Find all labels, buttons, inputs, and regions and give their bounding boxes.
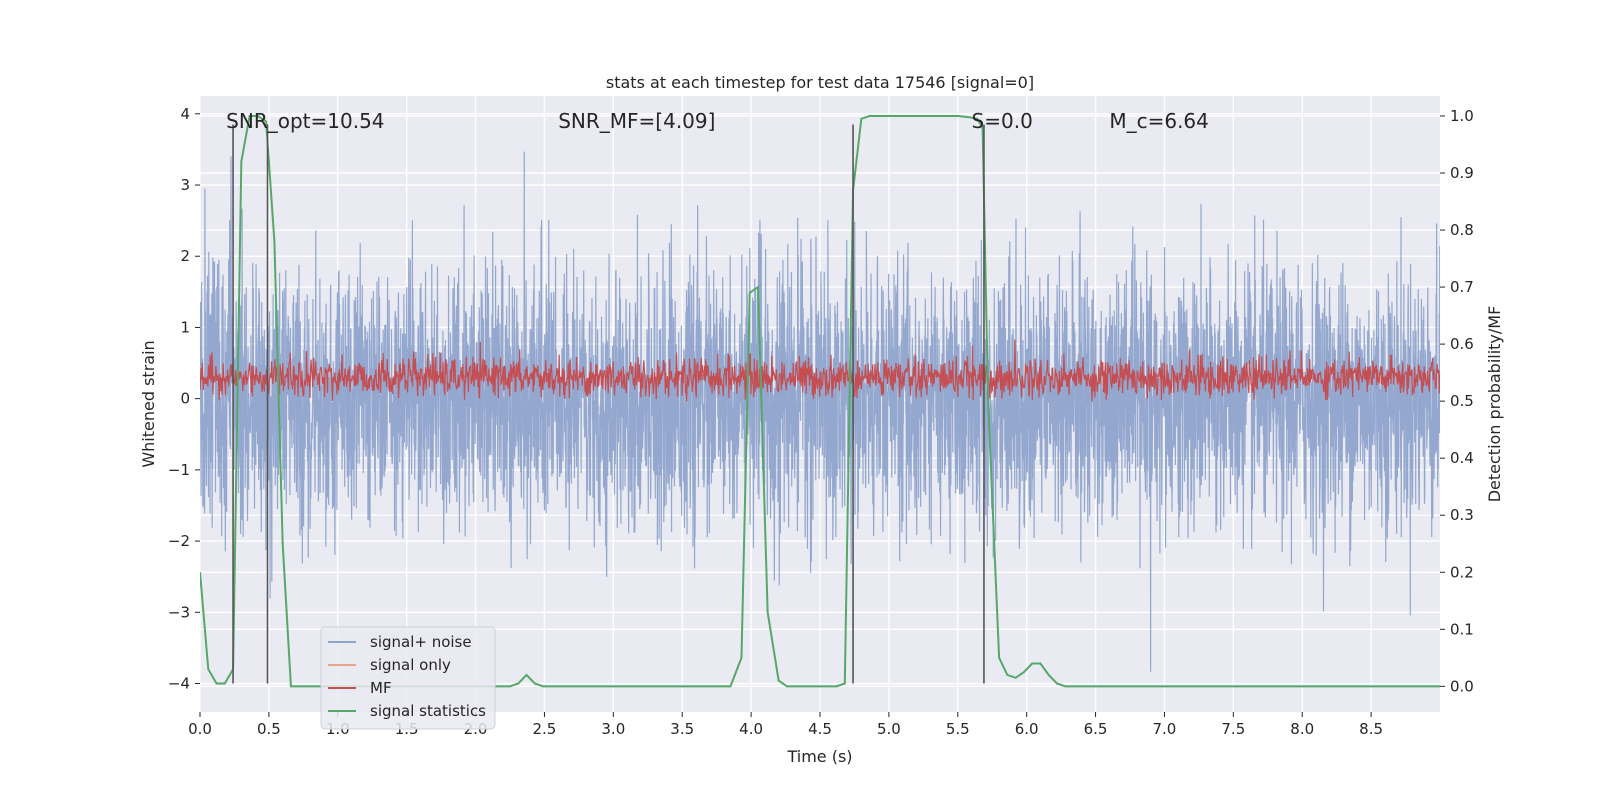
annotation-mc-value: M_c=6.64: [1109, 109, 1209, 133]
x-tick-label: 7.0: [1153, 720, 1177, 738]
y-axis-left-label: Whitened strain: [139, 340, 158, 467]
y-left-tick-label: −1: [168, 461, 190, 479]
legend: signal+ noise signal only MF signal statist…: [320, 626, 496, 730]
y-right-tick-label: 0.7: [1450, 278, 1474, 296]
y-right-tick-label: 1.0: [1450, 107, 1474, 125]
series-mf-line: [200, 339, 1440, 402]
x-tick-label: 0.0: [188, 720, 212, 738]
vertical-lines: [232, 124, 985, 684]
y-left-tick-label: −2: [168, 532, 190, 550]
chart-title: stats at each timestep for test data 175…: [606, 73, 1034, 92]
legend-label: signal only: [370, 656, 451, 674]
annotations: SNR_opt=10.54 SNR_MF=[4.09] S=0.0 M_c=6.64: [226, 109, 1209, 133]
y-axis-right-label: Detection probability/MF: [1485, 306, 1504, 503]
y-right-tick-label: 0.2: [1450, 563, 1474, 581]
x-tick-label: 3.0: [601, 720, 625, 738]
x-tick-label: 3.5: [670, 720, 694, 738]
x-tick-label: 8.0: [1290, 720, 1314, 738]
y-right-tick-label: 0.9: [1450, 164, 1474, 182]
y-left-tick-label: 3: [180, 176, 190, 194]
x-tick-label: 7.5: [1221, 720, 1245, 738]
y-left-tick-label: 1: [180, 318, 190, 336]
x-tick-label: 0.5: [257, 720, 281, 738]
y-right-tick-label: 0.6: [1450, 335, 1474, 353]
x-tick-label: 4.5: [808, 720, 832, 738]
legend-box: [320, 626, 496, 730]
legend-label: signal statistics: [370, 702, 486, 720]
y-right-tick-label: 0.1: [1450, 620, 1474, 638]
legend-label: signal+ noise: [370, 633, 472, 651]
x-tick-label: 5.0: [877, 720, 901, 738]
y-left-tick-label: 4: [180, 105, 190, 123]
y-right-tick-label: 0.8: [1450, 221, 1474, 239]
series-signal-statistics-line: [200, 114, 1440, 688]
legend-label: MF: [370, 679, 392, 697]
x-tick-label: 4.0: [739, 720, 763, 738]
y-right-tick-label: 0.3: [1450, 506, 1474, 524]
y-right-tick-label: 0.5: [1450, 392, 1474, 410]
y-left-tick-label: −4: [168, 675, 190, 693]
y-left-tick-label: 2: [180, 247, 190, 265]
y-right-tick-label: 0.0: [1450, 677, 1474, 695]
x-tick-label: 8.5: [1359, 720, 1383, 738]
y-left-tick-label: −3: [168, 603, 190, 621]
series-layer: [200, 114, 1440, 688]
x-tick-label: 2.5: [533, 720, 557, 738]
y-left-tick-label: 0: [180, 390, 190, 408]
annotation-snr-mf: SNR_MF=[4.09]: [558, 109, 715, 133]
x-tick-label: 6.0: [1015, 720, 1039, 738]
x-tick-label: 6.5: [1084, 720, 1108, 738]
annotation-snr-opt: SNR_opt=10.54: [226, 109, 384, 133]
annotation-s-value: S=0.0: [972, 109, 1033, 133]
y-right-tick-label: 0.4: [1450, 449, 1474, 467]
x-tick-label: 5.5: [946, 720, 970, 738]
x-axis-label: Time (s): [786, 747, 852, 766]
